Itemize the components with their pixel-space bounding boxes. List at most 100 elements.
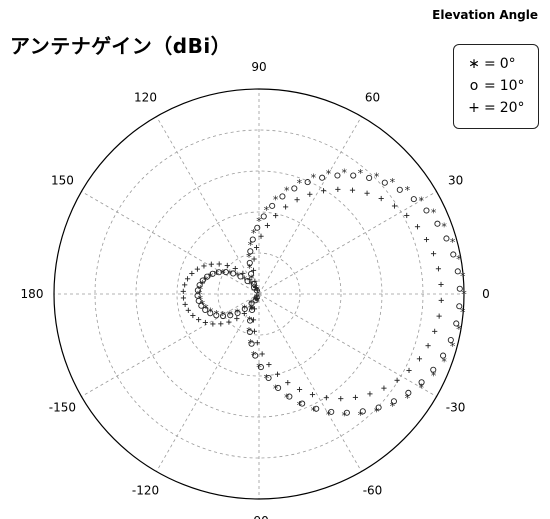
data-point-circle xyxy=(334,172,341,179)
data-point-circle xyxy=(366,174,373,181)
angle-tick-label: 150 xyxy=(51,174,74,188)
data-point-asterisk: * xyxy=(214,308,220,321)
data-point-circle xyxy=(237,273,244,280)
data-point-circle xyxy=(199,277,206,284)
data-point-circle xyxy=(196,282,203,289)
data-point-circle xyxy=(410,196,417,203)
data-point-circle xyxy=(248,340,255,347)
angle-tick-label: 90 xyxy=(251,60,266,74)
data-point-asterisk: * xyxy=(248,239,254,252)
data-point-circle xyxy=(313,405,320,412)
angle-tick-label: -60 xyxy=(363,484,383,498)
angle-tick-label: 0 xyxy=(482,287,490,301)
data-point-asterisk: * xyxy=(246,251,252,264)
data-point-circle xyxy=(246,259,253,266)
angle-tick-label: -30 xyxy=(446,401,466,415)
data-point-asterisk: * xyxy=(358,409,364,422)
grid-spoke xyxy=(258,191,437,295)
data-point-circle xyxy=(430,366,437,373)
grid-spoke xyxy=(258,293,437,397)
data-point-circle xyxy=(252,352,259,359)
data-point-asterisk: * xyxy=(264,372,270,385)
data-point-asterisk: * xyxy=(247,314,253,327)
data-point-circle xyxy=(269,202,276,209)
data-point-asterisk: * xyxy=(227,308,233,321)
data-point-asterisk: * xyxy=(251,349,257,362)
data-point-asterisk: * xyxy=(405,184,411,197)
data-point-circle xyxy=(204,273,211,280)
data-point-circle xyxy=(246,328,253,336)
data-point-circle xyxy=(241,305,248,313)
data-point-circle xyxy=(260,213,267,220)
data-point-asterisk: * xyxy=(246,325,252,338)
data-point-asterisk: * xyxy=(249,303,255,316)
data-point-circle xyxy=(423,207,430,214)
data-point-asterisk: * xyxy=(220,267,226,280)
data-point-asterisk: * xyxy=(297,399,303,412)
grid-spoke xyxy=(156,116,260,295)
data-point-circle xyxy=(390,398,397,405)
data-point-asterisk: * xyxy=(341,166,347,179)
legend-equals: = xyxy=(484,78,496,94)
data-point-circle xyxy=(359,408,366,415)
data-point-asterisk: * xyxy=(242,273,248,286)
elevation-angle-label: Elevation Angle xyxy=(432,8,538,22)
data-point-asterisk: * xyxy=(461,288,467,301)
data-point-circle xyxy=(213,312,220,319)
legend-item-0: ∗ = 0° xyxy=(466,53,538,75)
data-point-asterisk: * xyxy=(341,410,347,423)
data-point-circle xyxy=(209,270,216,277)
data-point-circle xyxy=(396,186,403,193)
data-point-asterisk: * xyxy=(441,221,447,234)
data-point-asterisk: * xyxy=(460,270,466,283)
data-point-asterisk: * xyxy=(441,355,447,368)
data-point-asterisk: * xyxy=(390,176,396,189)
data-point-asterisk: * xyxy=(256,215,262,228)
data-point-asterisk: * xyxy=(254,285,260,298)
data-point-asterisk: * xyxy=(227,268,233,281)
data-point-asterisk: * xyxy=(208,306,214,319)
angle-tick-label: -150 xyxy=(49,401,76,415)
data-point-circle xyxy=(443,235,450,242)
data-point-asterisk: * xyxy=(405,392,411,405)
data-point-circle xyxy=(219,312,227,320)
data-point-circle xyxy=(450,251,457,258)
data-point-circle xyxy=(195,297,202,304)
outer-ring xyxy=(53,88,465,500)
data-point-circle xyxy=(279,193,286,200)
data-point-circle xyxy=(375,404,382,411)
data-point-circle xyxy=(257,364,264,371)
data-point-asterisk: * xyxy=(311,171,317,184)
data-point-asterisk: * xyxy=(251,227,257,240)
chart-title: アンテナゲイン（dBi） xyxy=(10,34,232,58)
data-point-asterisk: * xyxy=(273,194,279,207)
data-point-circle xyxy=(254,224,261,231)
data-point-asterisk: * xyxy=(284,185,290,198)
legend-label: 20° xyxy=(499,100,525,116)
data-point-asterisk: * xyxy=(450,236,456,249)
data-point-asterisk: * xyxy=(234,270,240,283)
data-point-asterisk: * xyxy=(374,170,380,183)
data-point-asterisk: * xyxy=(358,167,364,180)
data-point-asterisk: * xyxy=(311,405,317,418)
data-point-circle xyxy=(247,248,254,255)
data-point-circle xyxy=(405,389,412,396)
legend-symbol-asterisk: ∗ xyxy=(468,56,480,72)
data-point-asterisk: * xyxy=(198,293,204,306)
data-point-asterisk: * xyxy=(418,194,424,207)
data-point-asterisk: * xyxy=(390,400,396,413)
data-point-circle xyxy=(456,303,463,310)
data-point-circle xyxy=(381,179,388,186)
data-point-asterisk: * xyxy=(200,298,206,311)
data-point-asterisk: * xyxy=(374,406,380,419)
data-point-asterisk: * xyxy=(248,297,254,310)
legend-label: 10° xyxy=(499,78,525,94)
angle-tick-label: 180 xyxy=(21,287,44,301)
data-point-circle xyxy=(275,384,282,391)
grid-ring xyxy=(217,252,301,336)
data-point-circle xyxy=(234,309,241,316)
legend: ∗ = 0° o = 10° + = 20° xyxy=(453,44,539,129)
data-point-asterisk: * xyxy=(214,268,220,281)
angle-tick-label: -120 xyxy=(132,484,159,498)
